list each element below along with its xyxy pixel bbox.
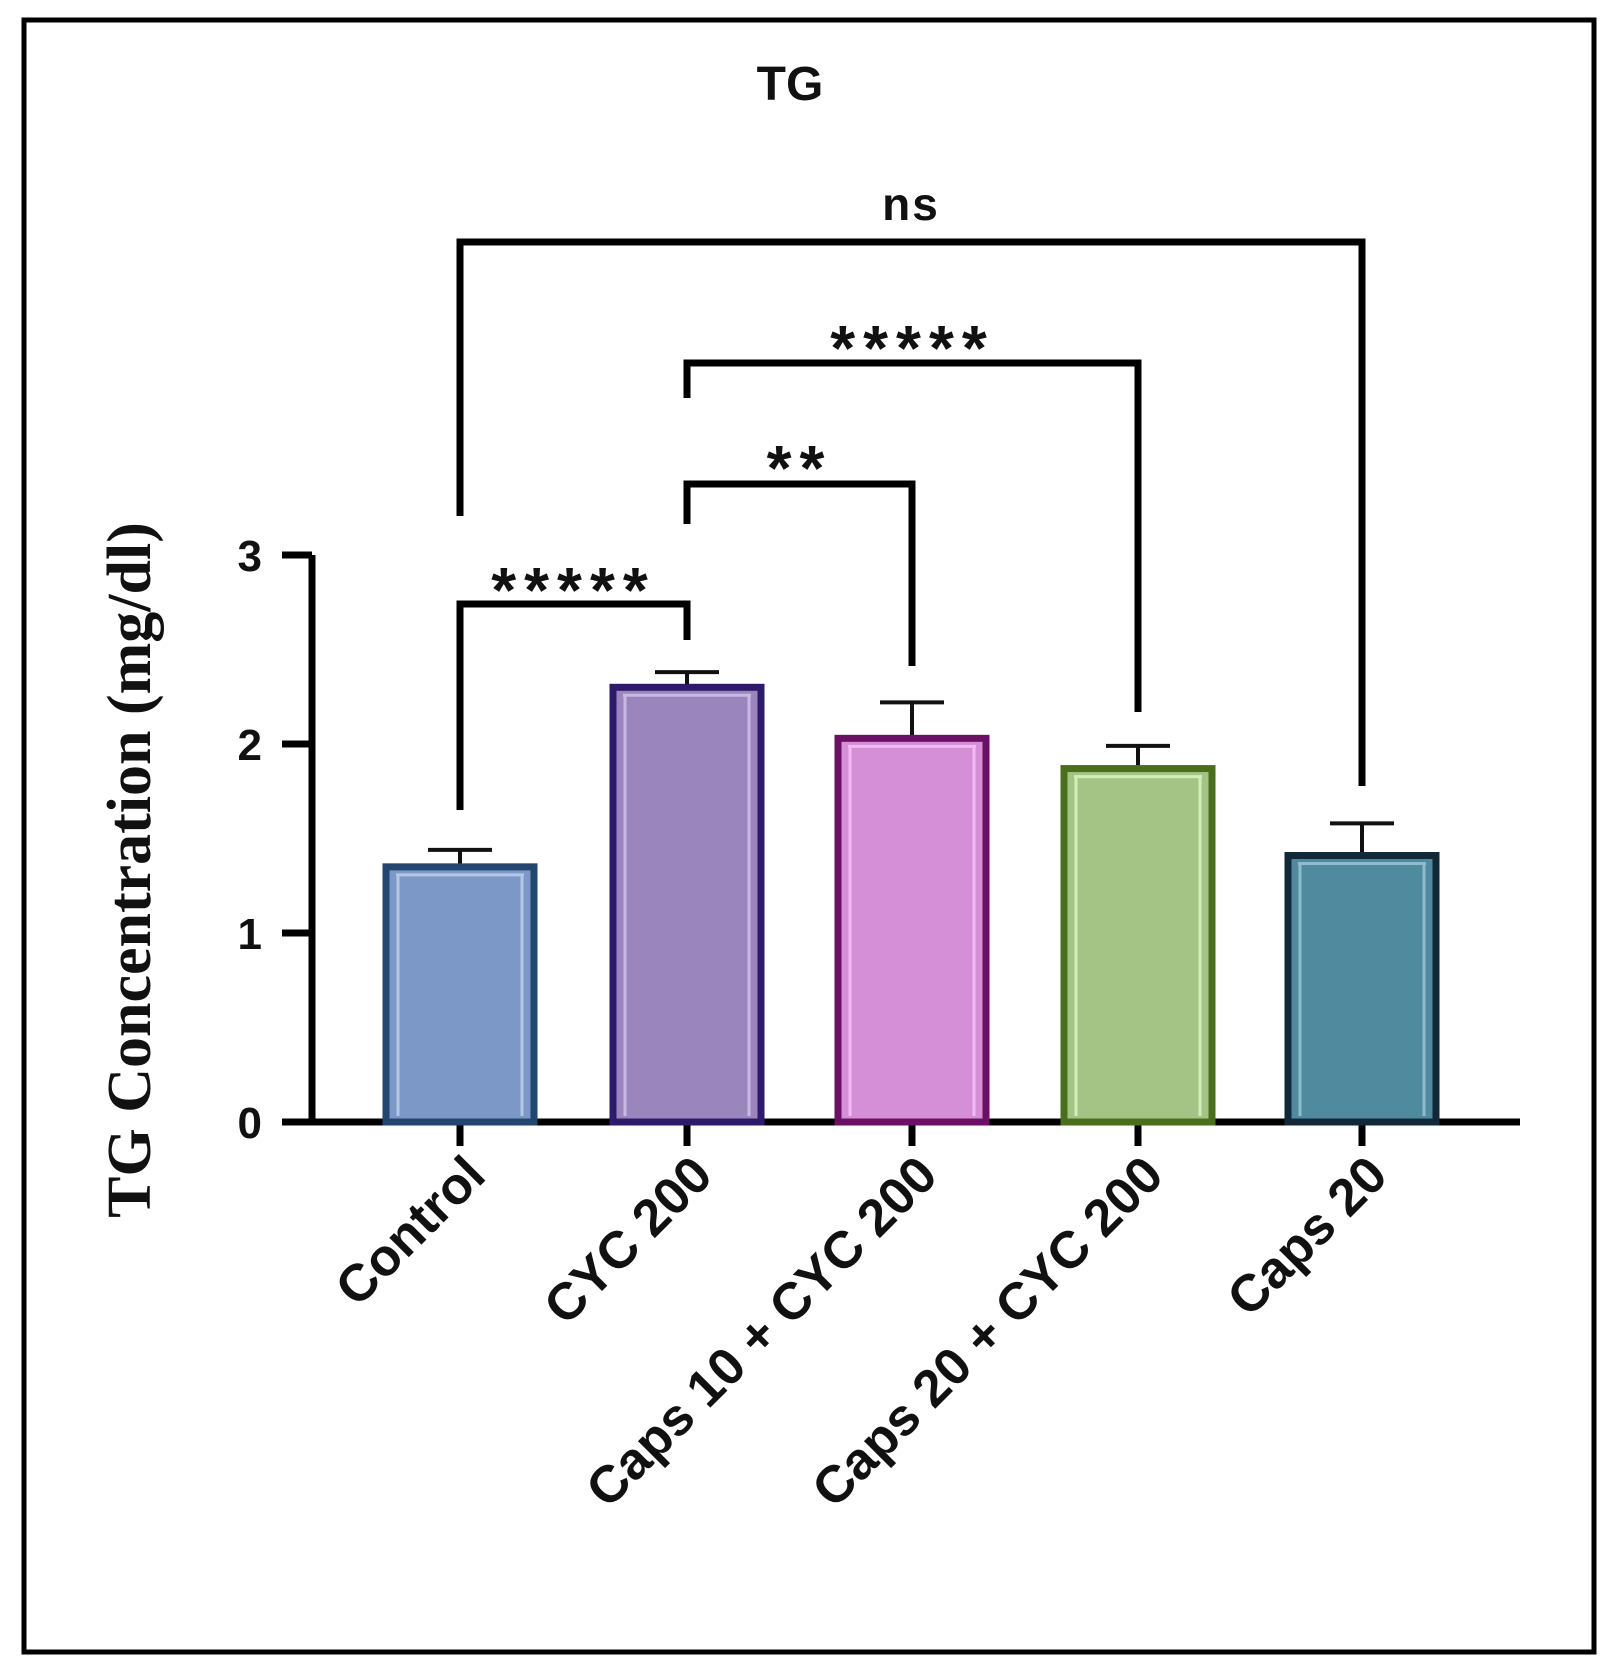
bracket-line [683, 359, 1142, 712]
bar [609, 683, 765, 1126]
significance-label: ** [767, 432, 833, 504]
bar-group [1060, 743, 1216, 1126]
x-category-label: Caps 20 [1216, 1145, 1398, 1327]
significance-group: ************ns [456, 178, 1366, 810]
y-tick-label: 1 [238, 910, 262, 959]
significance-label: ***** [491, 554, 656, 626]
bar-group [382, 847, 538, 1126]
bar [1060, 765, 1216, 1126]
significance-bracket: ***** [456, 554, 691, 810]
y-tick-label: 2 [238, 721, 262, 770]
significance-label: ns [882, 178, 940, 230]
significance-bracket: ***** [683, 312, 1142, 712]
y-tick-label: 0 [238, 1099, 262, 1148]
bars-group [382, 670, 1440, 1126]
x-category-label: CYC 200 [533, 1145, 723, 1335]
significance-bracket: ** [683, 432, 916, 666]
bar-group [609, 670, 765, 1126]
significance-label: ***** [830, 312, 995, 384]
bar-group [1284, 821, 1440, 1126]
bracket-line [683, 480, 916, 666]
bar [834, 734, 990, 1126]
chart-title: TG [757, 58, 824, 111]
y-axis-label: TG Concentration (mg/dl) [96, 522, 164, 1218]
significance-bracket: ns [456, 178, 1366, 786]
bar [382, 863, 538, 1126]
y-tick-label: 3 [238, 532, 262, 581]
figure-border [21, 17, 1597, 1655]
bar-group [834, 700, 990, 1126]
bracket-line [456, 600, 691, 810]
bar [1284, 852, 1440, 1126]
x-category-label: Control [325, 1145, 497, 1317]
bracket-line [456, 238, 1366, 786]
